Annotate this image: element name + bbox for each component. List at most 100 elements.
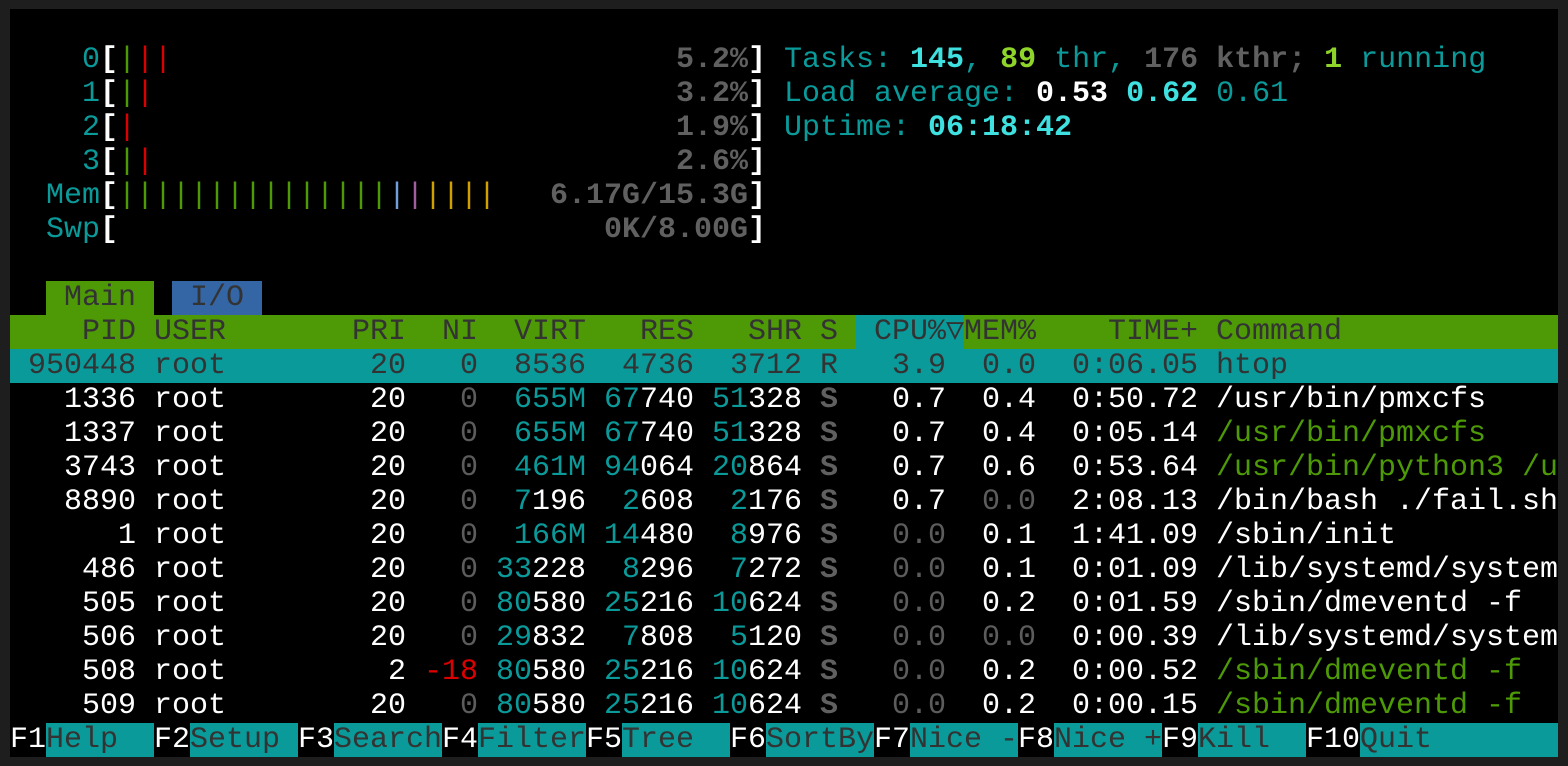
- process-row[interactable]: 1337 root 20 0 655M 67740 51328 S 0.7 0.4 0:05.14 /…: [10, 417, 1558, 451]
- user: root: [154, 485, 227, 519]
- nice: 0: [460, 553, 479, 587]
- meter-bar: |||||||||||||||||||||: [118, 179, 496, 213]
- col-ni[interactable]: NI: [442, 315, 479, 349]
- pid: 506: [82, 621, 137, 655]
- fkey-f6-label[interactable]: SortBy: [766, 723, 875, 757]
- state: S: [820, 383, 839, 417]
- tasks-count: 145: [910, 43, 965, 77]
- tab-bar: Main I/O: [10, 281, 1558, 315]
- shr-high: 10: [712, 587, 749, 621]
- command: /sbin/dmeventd -f: [1216, 689, 1523, 723]
- meter-bar-segment: |: [208, 179, 227, 213]
- fkey-f2-label[interactable]: Setup: [190, 723, 298, 757]
- fkey-f10[interactable]: F10: [1306, 723, 1361, 757]
- fkey-f5-label[interactable]: Tree: [622, 723, 730, 757]
- pid: 950448: [28, 349, 137, 383]
- col-command[interactable]: Command: [1216, 315, 1343, 349]
- col-res[interactable]: RES: [640, 315, 695, 349]
- process-row[interactable]: 3743 root 20 0 461M 94064 20864 S 0.7 0.6 0:53.64/…: [10, 451, 1558, 485]
- time: 0:06.05: [1072, 349, 1199, 383]
- fkey-f8-label[interactable]: Nice +: [1054, 723, 1163, 757]
- pid: 1337: [64, 417, 137, 451]
- col-shr[interactable]: SHR: [748, 315, 803, 349]
- pid: 3743: [64, 451, 137, 485]
- shr-high: 51: [712, 383, 749, 417]
- meter-0: 0[||| 5.2%]: [10, 43, 784, 77]
- res-high: 25: [604, 689, 641, 723]
- fkey-f4[interactable]: F4: [442, 723, 479, 757]
- shr: 20864: [712, 451, 802, 485]
- process-row[interactable]: 506 root 20 0 29832 7808 5120 S 0.0 0.0 0:00.39/li…: [10, 621, 1558, 655]
- meter-close-bracket: ]: [748, 179, 767, 213]
- fkey-f10-label[interactable]: Quit: [1360, 723, 1558, 757]
- process-row[interactable]: 505 root 20 0 80580 25216 10624 S 0.0 0.2 0:01.59 /…: [10, 587, 1558, 621]
- shr-high: 10: [712, 689, 749, 723]
- shr: 8976: [730, 519, 802, 553]
- fkey-f3-label[interactable]: Search: [334, 723, 443, 757]
- sort-descending-icon: ▽: [946, 315, 965, 349]
- command: /sbin/dmeventd -f: [1216, 587, 1523, 621]
- res-high: 25: [604, 587, 641, 621]
- fkey-f3[interactable]: F3: [298, 723, 335, 757]
- fkey-f1[interactable]: F1: [10, 723, 47, 757]
- col-state[interactable]: S: [820, 315, 839, 349]
- res-low: 808: [640, 621, 695, 655]
- tab-io[interactable]: I/O: [172, 281, 262, 315]
- fkey-f5[interactable]: F5: [586, 723, 623, 757]
- tasks-label: Tasks:: [784, 43, 911, 77]
- shr: 10624: [712, 655, 802, 689]
- fkey-f7[interactable]: F7: [874, 723, 911, 757]
- meter-value: 5.2%: [676, 43, 749, 77]
- user: root: [154, 519, 227, 553]
- process-row[interactable]: 1336 root 20 0 655M 67740 51328 S 0.7 0.4 0:50.72 /…: [10, 383, 1558, 417]
- nice: 0: [460, 349, 479, 383]
- col-time[interactable]: TIME+: [1108, 315, 1199, 349]
- process-row[interactable]: 508 root 2 -18 80580 25216 10624 S 0.0 0.2 0:00.52…: [10, 655, 1558, 689]
- process-row[interactable]: 950448 root 20 0 8536 4736 3712 R 3.9 0.0 0:06.05 h…: [10, 349, 1558, 383]
- res: 25216: [604, 587, 694, 621]
- col-pri[interactable]: PRI: [352, 315, 407, 349]
- col-virt[interactable]: VIRT: [514, 315, 587, 349]
- tab-main[interactable]: Main: [46, 281, 154, 315]
- virt-low: 580: [532, 587, 587, 621]
- meter-label: 3: [82, 145, 101, 179]
- fkey-f9[interactable]: F9: [1162, 723, 1199, 757]
- fkey-f4-label[interactable]: Filter: [478, 723, 587, 757]
- virt-low: 580: [532, 655, 587, 689]
- process-row[interactable]: 8890 root 20 0 7196 2608 2176 S 0.7 0.0 2:08.13/bi…: [10, 485, 1558, 519]
- shr-low: 624: [748, 689, 803, 723]
- shr-low: 624: [748, 655, 803, 689]
- command: /sbin/dmeventd -f: [1216, 655, 1523, 689]
- fkey-f8[interactable]: F8: [1018, 723, 1055, 757]
- priority: 20: [370, 349, 407, 383]
- fkey-f1-label[interactable]: Help: [46, 723, 154, 757]
- res-high: 4: [622, 349, 641, 383]
- col-user[interactable]: USER: [154, 315, 227, 349]
- mem-percent: 0.0: [982, 349, 1037, 383]
- thr-label: thr,: [1036, 43, 1145, 77]
- col-cpu-sorted[interactable]: [856, 315, 964, 349]
- meter-open-bracket: [: [100, 43, 119, 77]
- fkey-f9-label[interactable]: Kill: [1198, 723, 1306, 757]
- uptime-label: Uptime:: [784, 111, 929, 145]
- priority: 2: [388, 655, 407, 689]
- col-pid[interactable]: PID: [82, 315, 137, 349]
- time: 0:01.09: [1072, 553, 1199, 587]
- tab-main-label: Main: [64, 281, 137, 315]
- res: 25216: [604, 655, 694, 689]
- col-cpu[interactable]: CPU%: [874, 315, 947, 349]
- command: /lib/systemd/system: [1216, 553, 1558, 587]
- process-row[interactable]: 509 root 20 0 80580 25216 10624 S 0.0 0.2 0:00.15 /…: [10, 689, 1558, 723]
- meter-bar-segment: |: [280, 179, 299, 213]
- load-15min: 0.61: [1216, 77, 1289, 111]
- col-mem[interactable]: MEM%: [964, 315, 1037, 349]
- fkey-f6[interactable]: F6: [730, 723, 767, 757]
- fkey-f7-label[interactable]: Nice -: [910, 723, 1019, 757]
- virt: 29832: [496, 621, 586, 655]
- process-row[interactable]: 1 root 20 0 166M 14480 8976 S 0.0 0.1 1:41.09/sbin…: [10, 519, 1558, 553]
- process-row[interactable]: 486 root 20 0 33228 8296 7272 S 0.0 0.1 0:01.09/li…: [10, 553, 1558, 587]
- meter-bar-segment: |: [442, 179, 461, 213]
- meter-open-bracket: [: [100, 77, 119, 111]
- fkey-f2[interactable]: F2: [154, 723, 191, 757]
- running-label: running: [1342, 43, 1487, 77]
